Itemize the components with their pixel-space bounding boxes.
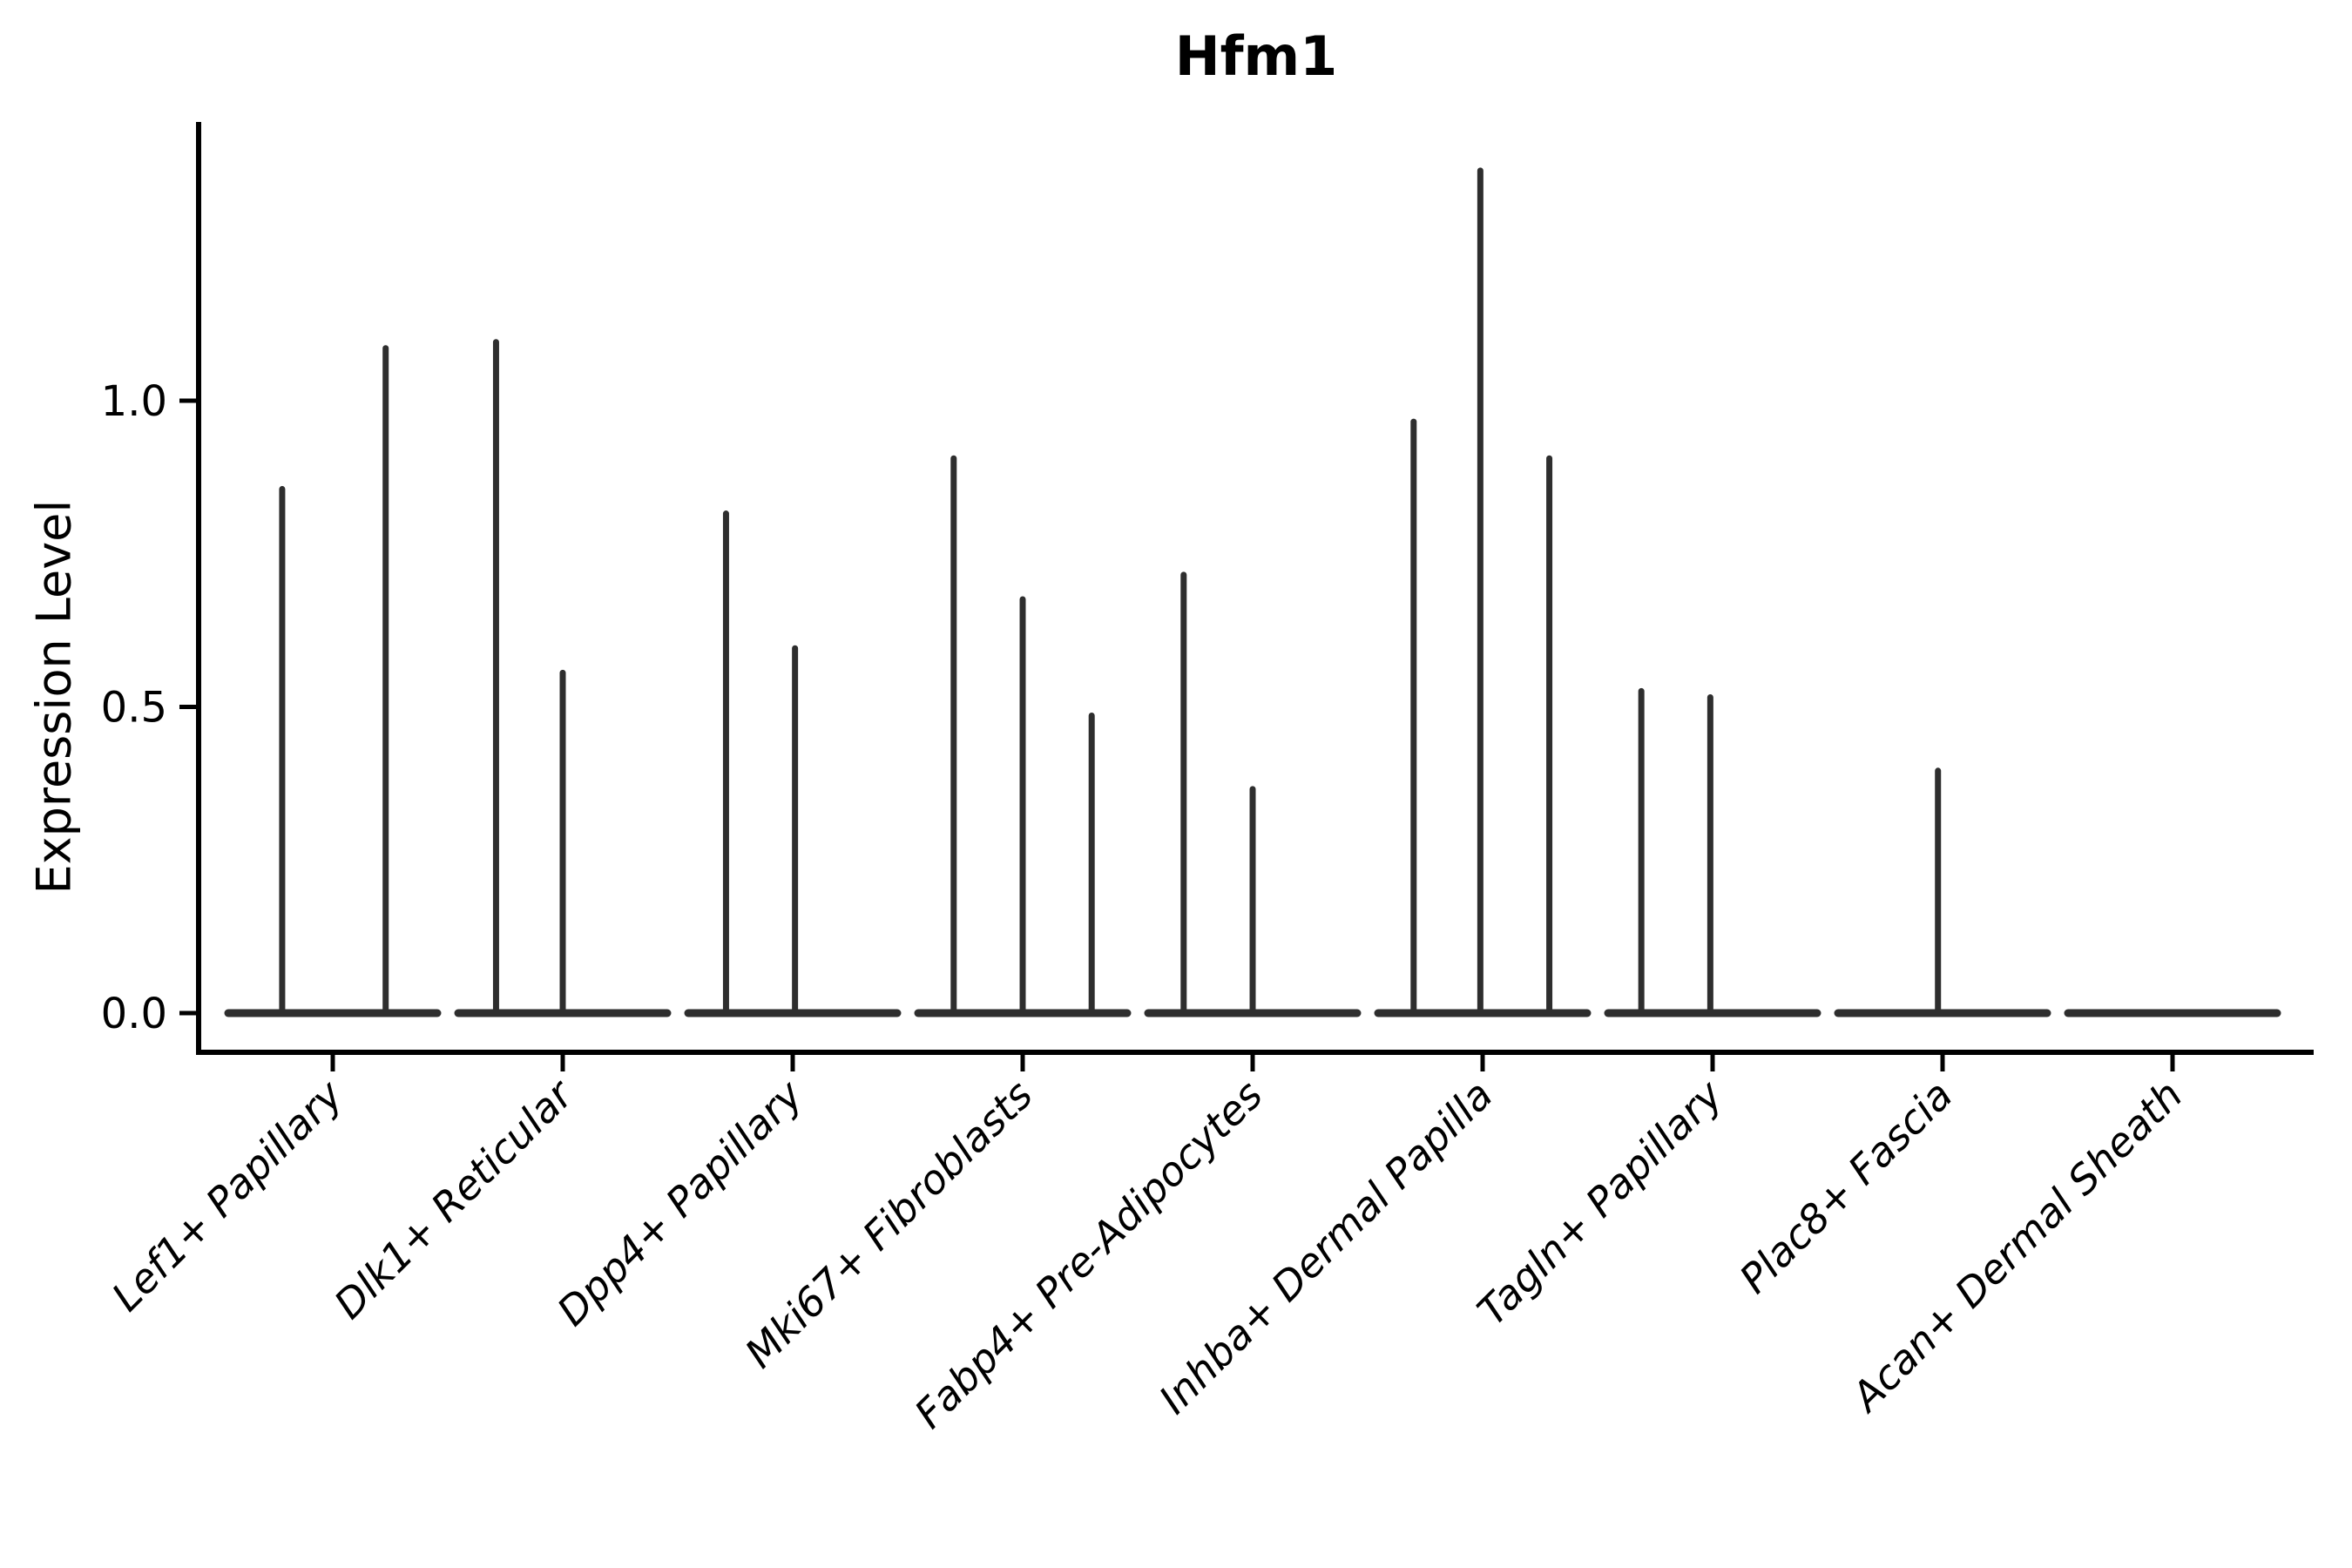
x-tick-label: Plac8+ Fascia bbox=[1730, 1071, 1961, 1302]
x-tick-label: Tagln+ Papillary bbox=[1468, 1071, 1732, 1335]
chart-title: Hfm1 bbox=[1174, 24, 1338, 88]
x-tick-label: Dpp4+ Papillary bbox=[548, 1071, 812, 1335]
x-tick-label: Dlk1+ Reticular bbox=[325, 1069, 584, 1328]
x-tick-label: Lef1+ Papillary bbox=[103, 1071, 352, 1320]
y-tick-label: 1.0 bbox=[101, 377, 167, 426]
y-tick-label: 0.5 bbox=[101, 684, 167, 733]
y-tick-label: 0.0 bbox=[101, 990, 167, 1038]
